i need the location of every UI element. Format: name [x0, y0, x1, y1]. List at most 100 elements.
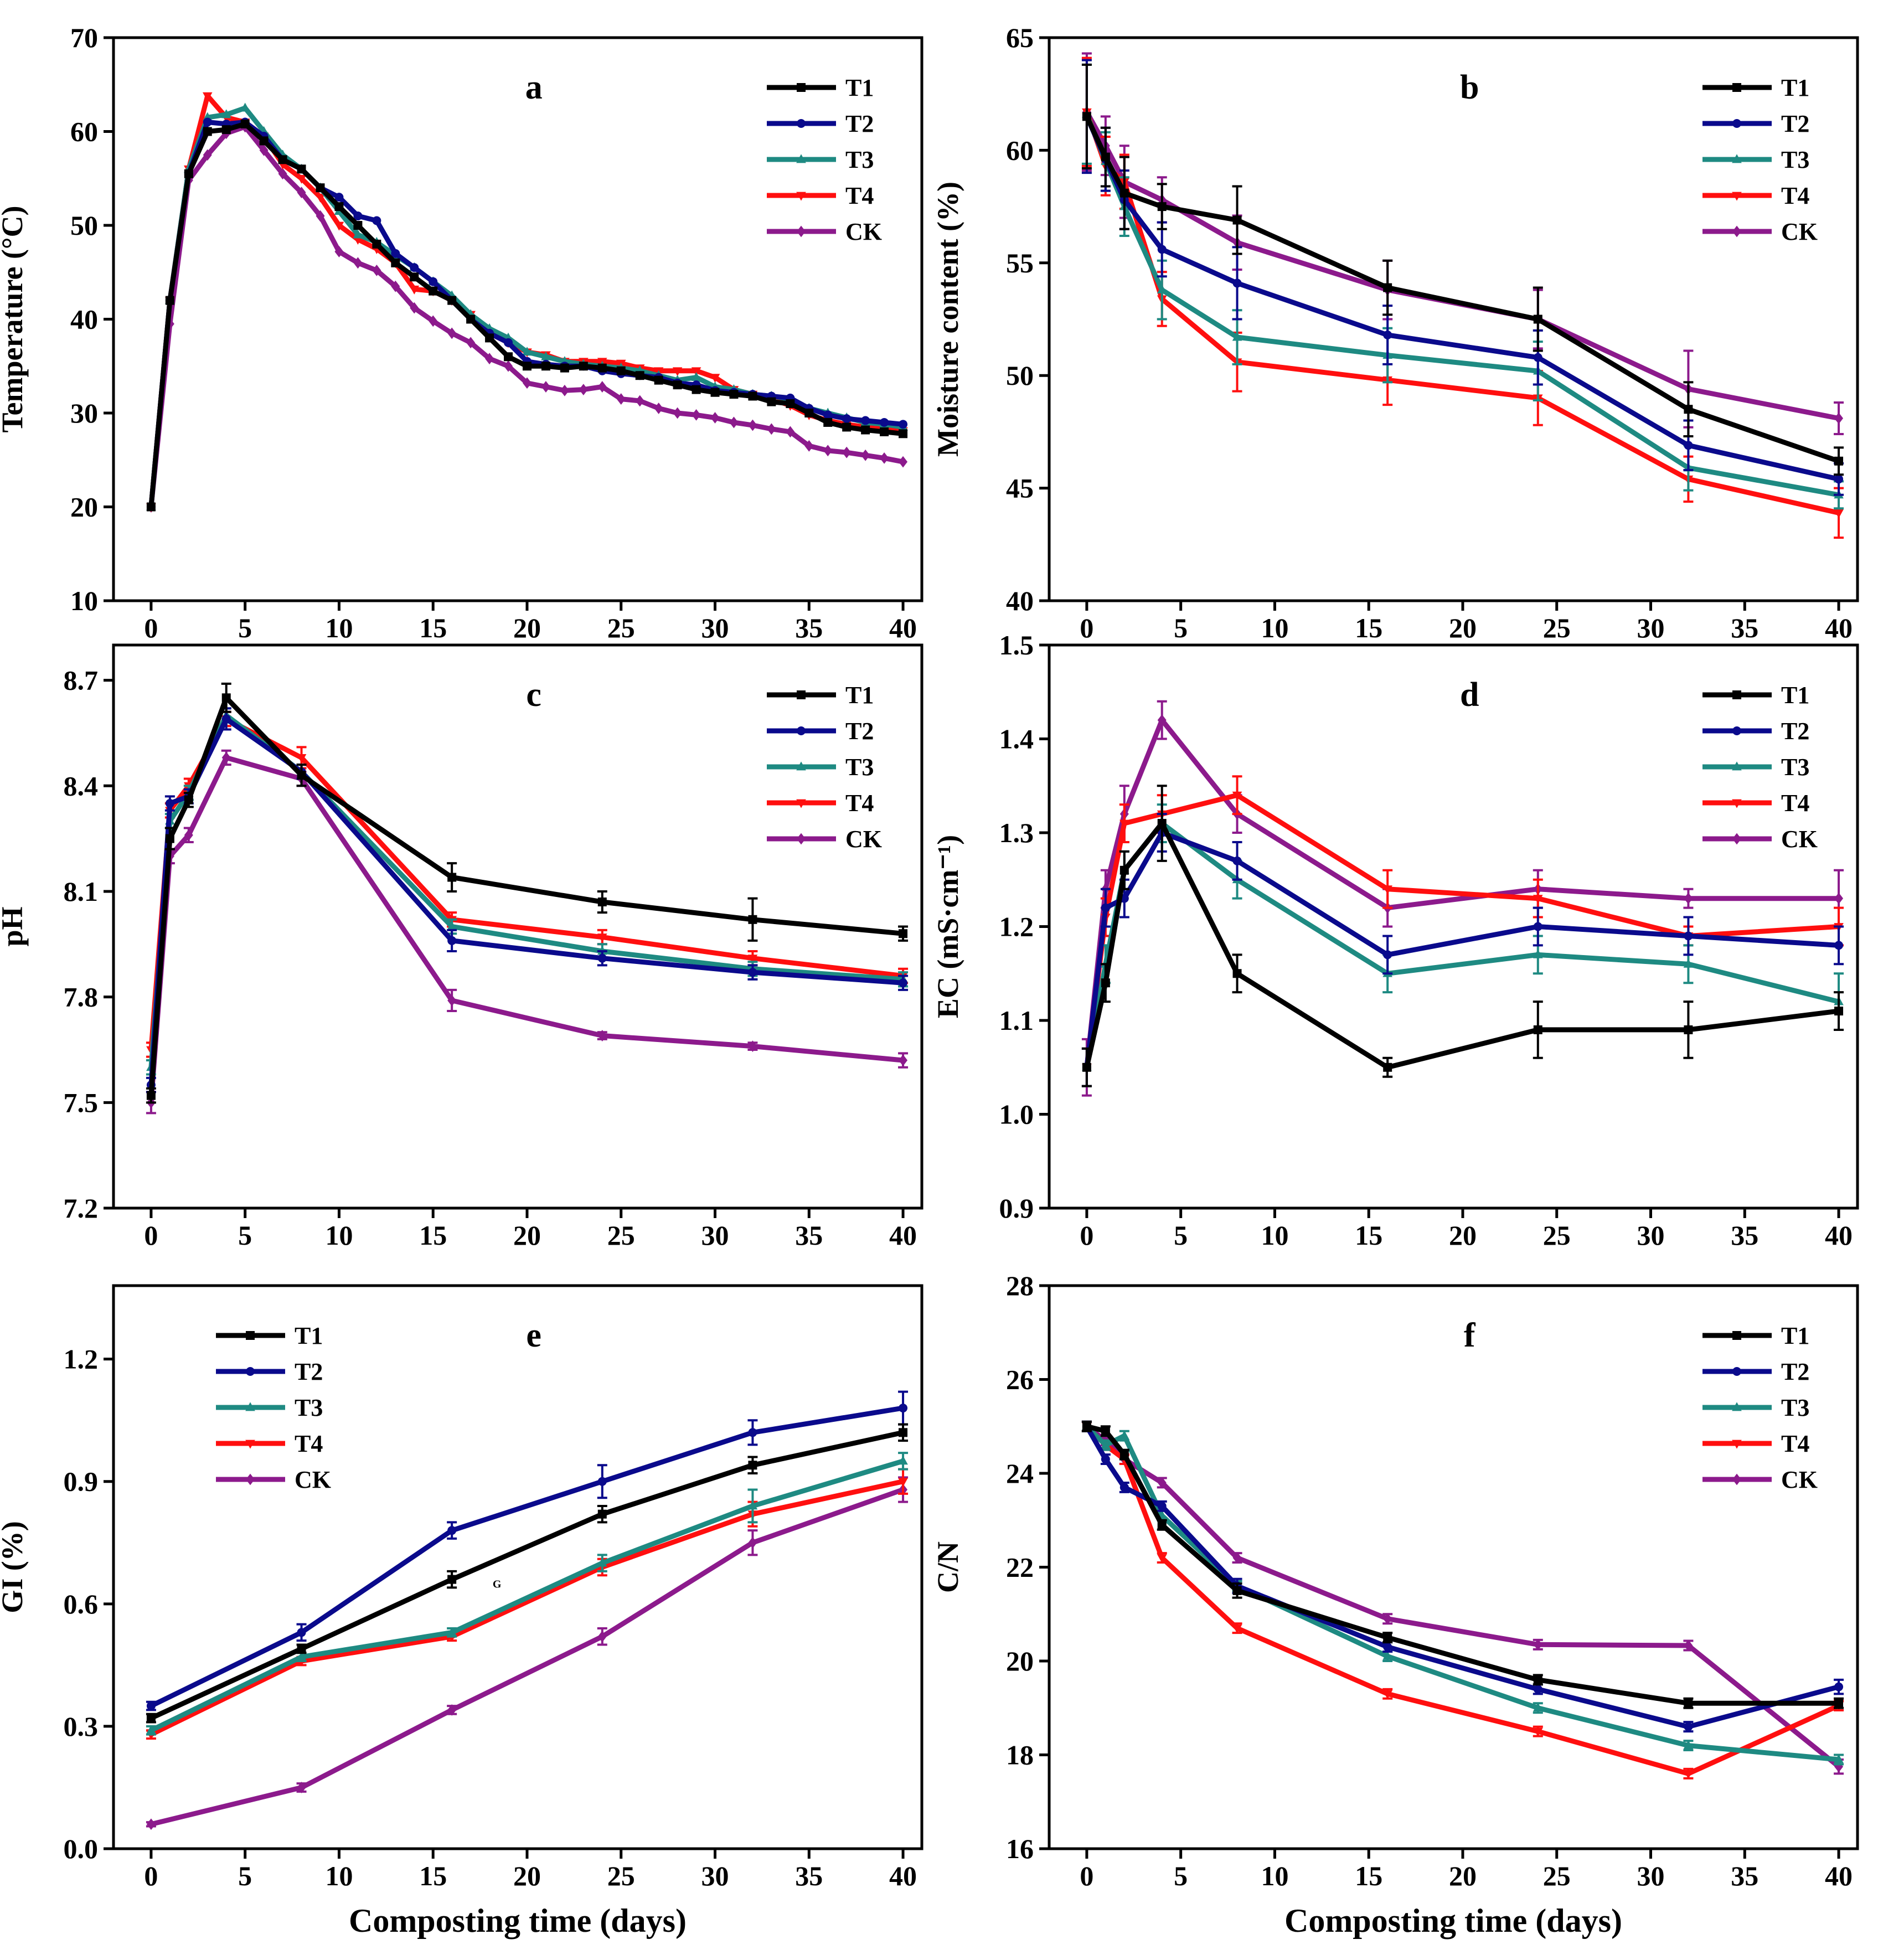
series-T3 — [146, 1452, 909, 1736]
series-T1 — [146, 119, 908, 512]
y-tick-label: 26 — [1006, 1364, 1034, 1395]
y-tick-label: 1.3 — [999, 817, 1034, 848]
y-tick-label: 18 — [1006, 1740, 1034, 1771]
data-point-CK — [1232, 1552, 1242, 1564]
data-point-T1 — [1684, 1025, 1693, 1034]
x-tick-label: 0 — [1080, 612, 1093, 643]
data-point-T2 — [842, 414, 852, 424]
y-tick-label: 20 — [70, 492, 98, 523]
data-point-CK — [1834, 412, 1844, 424]
data-point-T3 — [221, 109, 231, 118]
data-point-CK — [804, 440, 814, 452]
data-point-CK — [259, 145, 269, 156]
y-tick-label: 0.9 — [64, 1466, 99, 1497]
data-point-T1 — [297, 771, 306, 780]
x-tick-label: 5 — [238, 612, 252, 643]
legend-marker-T4 — [796, 799, 806, 808]
y-tick-label: 55 — [1006, 247, 1034, 278]
data-point-T4 — [1157, 1554, 1167, 1564]
data-point-T4 — [710, 374, 720, 383]
series-T4 — [1081, 775, 1844, 1087]
data-point-T3 — [146, 1725, 156, 1734]
legend-marker-CK — [1732, 1473, 1741, 1486]
y-tick-label: 7.8 — [64, 982, 99, 1013]
data-point-T2 — [1834, 474, 1844, 484]
legend-marker-T3 — [796, 154, 806, 163]
data-point-T1 — [842, 422, 852, 432]
legend-label-T2: T2 — [845, 718, 874, 745]
x-tick-label: 40 — [1825, 1860, 1853, 1891]
x-tick-label: 20 — [1449, 612, 1477, 643]
data-point-T1 — [429, 286, 438, 296]
data-point-CK — [786, 426, 795, 438]
y-tick-label: 0.9 — [999, 1193, 1034, 1224]
data-point-T1 — [654, 375, 663, 385]
data-point-CK — [748, 419, 757, 431]
data-point-T1 — [1157, 819, 1167, 828]
data-point-T4 — [1834, 509, 1844, 518]
data-point-T1 — [786, 399, 795, 409]
legend-label-T4: T4 — [1781, 182, 1809, 209]
data-point-T4 — [296, 174, 307, 184]
data-point-T2 — [1834, 941, 1844, 950]
axes-frame — [112, 1284, 923, 1850]
x-tick-label: 35 — [795, 1220, 823, 1251]
data-point-T4 — [202, 92, 213, 101]
x-tick-label: 5 — [1174, 1220, 1188, 1251]
legend-label-T4: T4 — [845, 790, 874, 817]
legend-label-CK: CK — [845, 218, 882, 245]
legend-marker-T3 — [1732, 1402, 1742, 1411]
data-point-T3 — [1382, 1650, 1392, 1660]
x-tick-label: 15 — [419, 612, 447, 643]
data-point-CK — [203, 149, 212, 161]
data-point-T2 — [504, 338, 513, 347]
x-tick-label: 40 — [889, 612, 917, 643]
data-point-T1 — [184, 795, 193, 804]
legend-label-CK: CK — [845, 826, 882, 853]
data-point-T1 — [541, 362, 550, 371]
data-point-T2 — [410, 263, 419, 272]
data-point-CK — [823, 445, 833, 457]
data-point-T1 — [597, 363, 607, 373]
y-tick-label: 1.2 — [64, 1344, 99, 1375]
y-tick-label: 7.5 — [64, 1087, 99, 1118]
data-point-T2 — [1684, 1722, 1693, 1731]
legend-label-T1: T1 — [845, 682, 874, 709]
data-point-CK — [673, 407, 682, 419]
series-T4 — [1081, 56, 1844, 539]
data-point-CK — [466, 337, 476, 349]
series-CK — [1081, 700, 1844, 1097]
data-point-CK — [1684, 1639, 1693, 1652]
data-point-T1 — [240, 119, 250, 128]
data-point-T4 — [1232, 791, 1242, 801]
data-point-CK — [447, 327, 457, 339]
legend-marker-T3 — [1732, 761, 1742, 771]
legend-marker-T1 — [1732, 690, 1741, 699]
legend-marker-T4 — [1732, 1440, 1742, 1449]
x-tick-label: 0 — [144, 1220, 158, 1251]
data-point-T1 — [1383, 1062, 1392, 1072]
data-point-CK — [485, 353, 494, 365]
data-point-CK — [221, 752, 231, 764]
x-tick-label: 40 — [1825, 612, 1853, 643]
x-tick-label: 10 — [1261, 1220, 1288, 1251]
series-line-T3 — [148, 1458, 906, 1733]
legend-label-T3: T3 — [295, 1394, 323, 1421]
data-point-T2 — [748, 968, 757, 977]
data-point-T2 — [165, 799, 174, 808]
y-tick-label: 1.0 — [999, 1099, 1034, 1130]
legend-marker-T2 — [797, 119, 806, 128]
data-point-T1 — [899, 929, 908, 938]
data-point-T4 — [1533, 1727, 1543, 1737]
y-tick-label: 60 — [70, 116, 98, 147]
data-point-CK — [654, 403, 663, 414]
legend-marker-T3 — [796, 761, 806, 771]
data-point-T1 — [1533, 1675, 1542, 1684]
x-tick-label: 5 — [1174, 612, 1188, 643]
data-point-T1 — [259, 136, 269, 146]
data-point-T2 — [203, 117, 212, 127]
data-point-T1 — [485, 333, 494, 343]
legend-marker-CK — [1732, 833, 1741, 845]
x-tick-label: 15 — [419, 1220, 447, 1251]
data-point-T1 — [597, 898, 607, 907]
